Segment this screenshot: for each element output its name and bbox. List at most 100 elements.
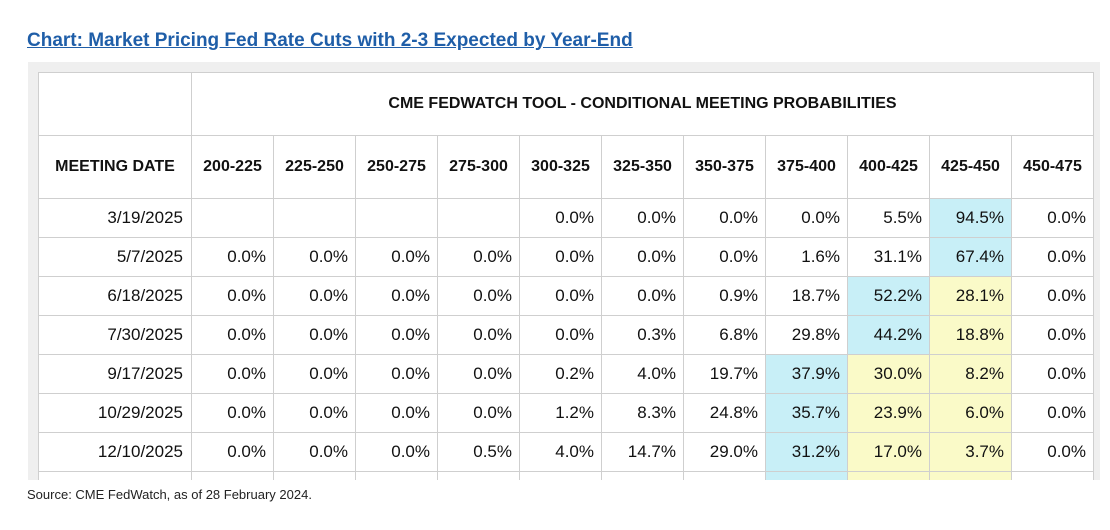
probability-cell: 4.0%	[519, 432, 602, 472]
probability-cell: 0.0%	[273, 432, 356, 472]
partial-cell	[38, 471, 192, 480]
probability-cell: 6.0%	[929, 393, 1012, 433]
table-frame: CME FEDWATCH TOOL - CONDITIONAL MEETING …	[28, 62, 1100, 480]
probability-cell: 52.2%	[847, 276, 930, 316]
partial-cell	[519, 471, 602, 480]
probability-cell: 30.0%	[847, 354, 930, 394]
probability-cell: 0.0%	[191, 315, 274, 355]
table-title: CME FEDWATCH TOOL - CONDITIONAL MEETING …	[191, 72, 1094, 136]
header-rate-200-225: 200-225	[191, 135, 274, 199]
probability-cell: 0.0%	[355, 432, 438, 472]
probability-cell: 0.0%	[273, 276, 356, 316]
probability-cell: 0.0%	[355, 276, 438, 316]
probability-cell: 0.0%	[601, 198, 684, 238]
probability-cell: 18.7%	[765, 276, 848, 316]
partial-cell	[273, 471, 356, 480]
table-row: 5/7/2025 0.0% 0.0% 0.0% 0.0% 0.0% 0.0% 0.0% 1.6%…	[38, 237, 1094, 277]
probability-cell: 37.9%	[765, 354, 848, 394]
probability-cell: 5.5%	[847, 198, 930, 238]
header-rate-400-425: 400-425	[847, 135, 930, 199]
table-row: 7/30/2025 0.0% 0.0% 0.0% 0.0% 0.0% 0.3% 6.8% 29.…	[38, 315, 1094, 355]
probability-cell: 24.8%	[683, 393, 766, 433]
probability-cell: 0.0%	[273, 354, 356, 394]
table-row: 9/17/2025 0.0% 0.0% 0.0% 0.0% 0.2% 4.0% 19.7% 37…	[38, 354, 1094, 394]
probability-cell: 0.0%	[519, 276, 602, 316]
partial-cell	[929, 471, 1012, 480]
probability-cell: 0.0%	[437, 393, 520, 433]
partial-cell	[683, 471, 766, 480]
header-row: MEETING DATE 200-225 225-250 250-275 275-300…	[38, 135, 1094, 199]
partial-cell	[355, 471, 438, 480]
probability-cell: 0.5%	[437, 432, 520, 472]
header-rate-250-275: 250-275	[355, 135, 438, 199]
probability-cell: 0.0%	[355, 315, 438, 355]
probability-cell: 19.7%	[683, 354, 766, 394]
probability-cell: 0.0%	[1011, 354, 1094, 394]
probability-cell: 23.9%	[847, 393, 930, 433]
probability-cell: 4.0%	[601, 354, 684, 394]
probability-cell: 8.3%	[601, 393, 684, 433]
corner-cell	[38, 72, 192, 136]
fedwatch-table: CME FEDWATCH TOOL - CONDITIONAL MEETING …	[38, 72, 1094, 480]
probability-cell	[437, 198, 520, 238]
probability-cell: 0.0%	[683, 198, 766, 238]
probability-cell	[355, 198, 438, 238]
probability-cell: 17.0%	[847, 432, 930, 472]
probability-cell: 0.0%	[437, 237, 520, 277]
table-row-partial	[38, 471, 1094, 480]
chart-title-link[interactable]: Chart: Market Pricing Fed Rate Cuts with…	[27, 30, 633, 51]
header-rate-450-475: 450-475	[1011, 135, 1094, 199]
title-row: CME FEDWATCH TOOL - CONDITIONAL MEETING …	[38, 72, 1094, 136]
probability-cell: 0.0%	[191, 354, 274, 394]
probability-cell: 0.0%	[1011, 237, 1094, 277]
probability-cell: 0.0%	[355, 237, 438, 277]
partial-cell	[191, 471, 274, 480]
probability-cell: 29.8%	[765, 315, 848, 355]
probability-cell: 0.0%	[437, 354, 520, 394]
table-row: 3/19/2025 0.0% 0.0% 0.0% 0.0% 5.5% 94.5% 0.0%	[38, 198, 1094, 238]
header-rate-425-450: 425-450	[929, 135, 1012, 199]
probability-cell: 8.2%	[929, 354, 1012, 394]
table-row: 6/18/2025 0.0% 0.0% 0.0% 0.0% 0.0% 0.0% 0.9% 18.…	[38, 276, 1094, 316]
partial-cell	[765, 471, 848, 480]
probability-cell: 1.2%	[519, 393, 602, 433]
probability-cell: 0.3%	[601, 315, 684, 355]
probability-cell: 31.2%	[765, 432, 848, 472]
probability-cell: 0.0%	[191, 393, 274, 433]
header-rate-375-400: 375-400	[765, 135, 848, 199]
probability-cell	[273, 198, 356, 238]
header-rate-300-325: 300-325	[519, 135, 602, 199]
probability-cell: 0.0%	[355, 354, 438, 394]
probability-cell: 0.2%	[519, 354, 602, 394]
header-rate-325-350: 325-350	[601, 135, 684, 199]
meeting-date-cell: 9/17/2025	[38, 354, 192, 394]
meeting-date-cell: 5/7/2025	[38, 237, 192, 277]
header-rate-225-250: 225-250	[273, 135, 356, 199]
probability-cell: 0.0%	[273, 237, 356, 277]
probability-cell: 0.0%	[191, 432, 274, 472]
probability-cell: 0.0%	[191, 237, 274, 277]
probability-cell: 0.0%	[601, 276, 684, 316]
probability-cell: 18.8%	[929, 315, 1012, 355]
meeting-date-cell: 3/19/2025	[38, 198, 192, 238]
partial-cell	[601, 471, 684, 480]
header-meeting-date: MEETING DATE	[38, 135, 192, 199]
probability-cell: 0.0%	[601, 237, 684, 277]
probability-cell: 0.0%	[683, 237, 766, 277]
probability-cell: 94.5%	[929, 198, 1012, 238]
probability-cell: 29.0%	[683, 432, 766, 472]
probability-cell: 0.0%	[355, 393, 438, 433]
probability-cell: 44.2%	[847, 315, 930, 355]
probability-cell: 0.0%	[519, 237, 602, 277]
probability-cell: 28.1%	[929, 276, 1012, 316]
probability-cell: 0.0%	[765, 198, 848, 238]
probability-cell: 0.0%	[1011, 198, 1094, 238]
probability-cell: 0.0%	[519, 315, 602, 355]
probability-cell: 0.0%	[1011, 432, 1094, 472]
probability-cell: 1.6%	[765, 237, 848, 277]
probability-cell: 0.0%	[1011, 315, 1094, 355]
probability-cell: 6.8%	[683, 315, 766, 355]
probability-cell: 0.0%	[273, 393, 356, 433]
probability-cell: 0.0%	[519, 198, 602, 238]
probability-cell: 67.4%	[929, 237, 1012, 277]
